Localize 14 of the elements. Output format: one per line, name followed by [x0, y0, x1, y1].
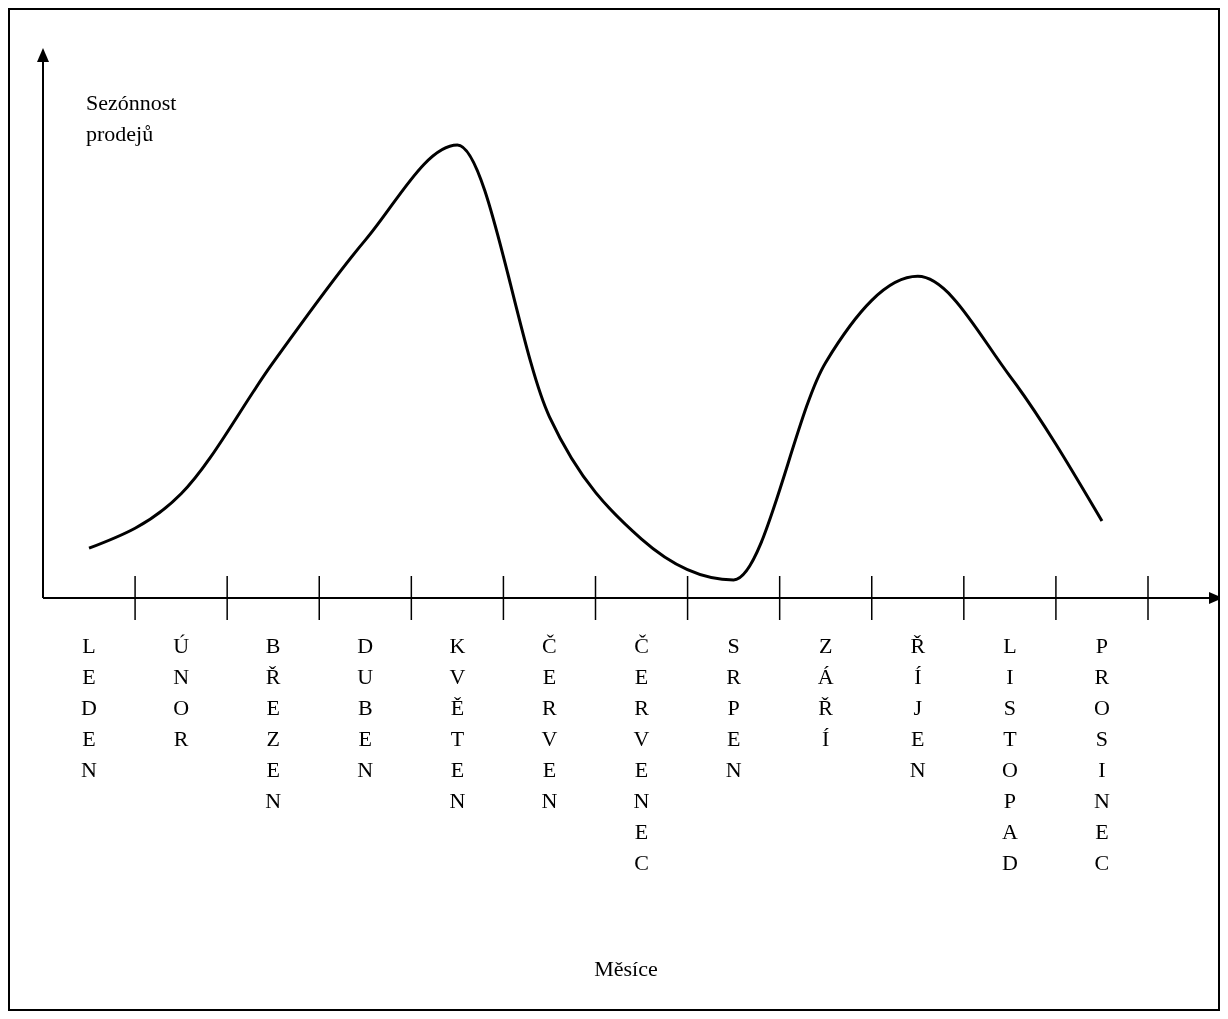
- x-tick-label: LISTOPAD: [1001, 633, 1018, 875]
- x-tick-label: ÚNOR: [173, 633, 190, 751]
- x-tick-label: ŘÍJEN: [909, 633, 926, 782]
- x-tick-label: PROSINEC: [1094, 633, 1111, 875]
- x-tick-label: SRPEN: [725, 633, 742, 782]
- y-axis-title: Sezónnost prodejů: [86, 90, 177, 146]
- x-tick-label: ZÁŘÍ: [817, 633, 834, 751]
- x-tick-label: LEDEN: [81, 633, 98, 782]
- x-tick-label: KVĚTEN: [449, 633, 466, 813]
- x-axis-title: Měsíce: [594, 956, 658, 981]
- x-tick-label: DUBEN: [357, 633, 374, 782]
- x-tick-label: ČERVEN: [541, 633, 558, 813]
- x-tick-label: BŘEZEN: [265, 633, 282, 813]
- x-tick-label: ČERVENEC: [633, 633, 650, 875]
